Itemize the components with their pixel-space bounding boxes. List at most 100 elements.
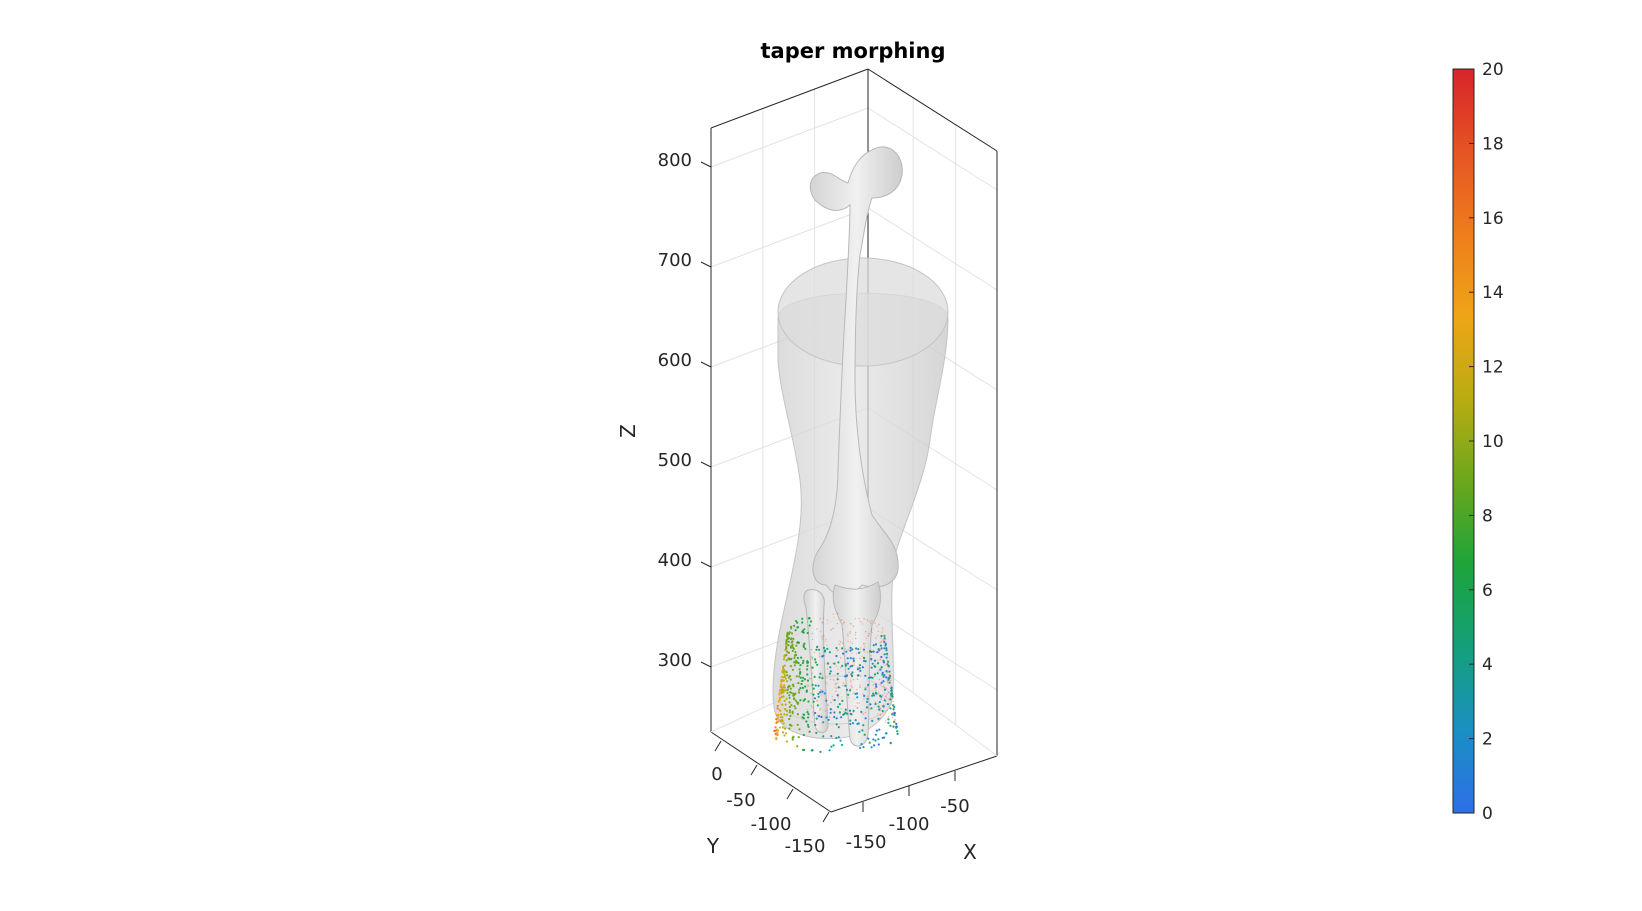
data-point [782, 666, 785, 670]
data-point [847, 640, 849, 643]
data-point [874, 683, 877, 686]
data-point [820, 693, 823, 696]
data-point [826, 619, 829, 621]
data-point [816, 645, 819, 647]
data-point [866, 651, 869, 654]
data-point [817, 684, 820, 687]
data-point [846, 662, 850, 665]
data-point [815, 628, 818, 630]
data-point [866, 679, 868, 681]
data-point [858, 664, 862, 667]
data-point [889, 707, 892, 710]
data-point [888, 674, 890, 677]
data-point [786, 636, 789, 639]
data-point [896, 730, 899, 733]
data-point [832, 744, 835, 747]
data-point [819, 691, 822, 694]
data-point [883, 635, 886, 637]
data-point [856, 702, 858, 704]
data-point [796, 621, 799, 624]
data-point [829, 678, 832, 681]
data-point [831, 709, 833, 712]
data-point [851, 676, 853, 678]
data-point [889, 697, 891, 699]
data-point [836, 672, 839, 675]
data-point [838, 643, 841, 646]
data-point [812, 711, 814, 713]
data-point [798, 668, 801, 671]
data-point [887, 718, 890, 721]
data-point [866, 700, 869, 704]
data-point [810, 692, 812, 695]
data-point [876, 625, 878, 627]
data-point [887, 660, 890, 663]
data-point [883, 640, 886, 644]
data-point [777, 700, 780, 703]
data-point [883, 686, 886, 689]
data-point [823, 634, 825, 637]
data-point [849, 665, 852, 668]
data-point [775, 718, 778, 721]
data-point [888, 674, 891, 677]
data-point [842, 628, 844, 631]
data-point [786, 688, 789, 692]
data-point [870, 622, 872, 625]
data-point [774, 726, 777, 729]
data-point [792, 637, 795, 641]
data-point [806, 709, 809, 711]
data-point [857, 666, 859, 668]
data-point [822, 735, 825, 738]
data-point [791, 736, 794, 739]
data-point [820, 692, 823, 694]
data-point [836, 649, 839, 651]
data-point [839, 739, 842, 742]
data-point [863, 645, 866, 648]
data-point [799, 671, 802, 674]
taper-displacement-points [773, 612, 899, 754]
data-point [802, 659, 805, 663]
data-point [864, 711, 867, 714]
data-point [883, 673, 886, 677]
y-tick-label: -150 [785, 836, 826, 857]
data-point [885, 676, 888, 679]
data-point [866, 619, 869, 621]
colorbar-tick-label: 18 [1482, 134, 1504, 154]
data-point [886, 680, 889, 683]
data-point [882, 640, 885, 642]
colorbar-tick-label: 2 [1482, 730, 1493, 750]
data-point [870, 622, 872, 624]
data-point [780, 692, 783, 695]
data-point [821, 621, 824, 624]
data-point [873, 694, 876, 697]
data-point [854, 719, 857, 722]
box-edge-floor-right [830, 755, 998, 813]
data-point [887, 665, 889, 668]
data-point [791, 643, 794, 646]
data-point [817, 715, 821, 718]
data-point [820, 689, 822, 691]
data-point [778, 708, 781, 711]
data-point [841, 619, 843, 621]
data-point [861, 655, 863, 658]
data-point [877, 630, 880, 632]
data-point [885, 697, 888, 699]
data-point [799, 676, 802, 679]
data-point [870, 659, 872, 662]
data-point [883, 653, 886, 656]
data-point [814, 723, 817, 727]
data-point [824, 638, 827, 640]
data-point [784, 703, 787, 706]
data-point [780, 680, 783, 683]
data-point [814, 711, 817, 715]
data-point [849, 649, 852, 652]
data-point [870, 654, 872, 657]
data-point [826, 644, 828, 646]
data-point [848, 689, 852, 692]
data-point [820, 715, 823, 719]
y-tick-label: 0 [711, 764, 722, 785]
data-point [882, 704, 885, 706]
data-point [802, 733, 805, 737]
data-point [788, 685, 791, 688]
data-point [785, 697, 788, 700]
data-point [854, 705, 857, 707]
